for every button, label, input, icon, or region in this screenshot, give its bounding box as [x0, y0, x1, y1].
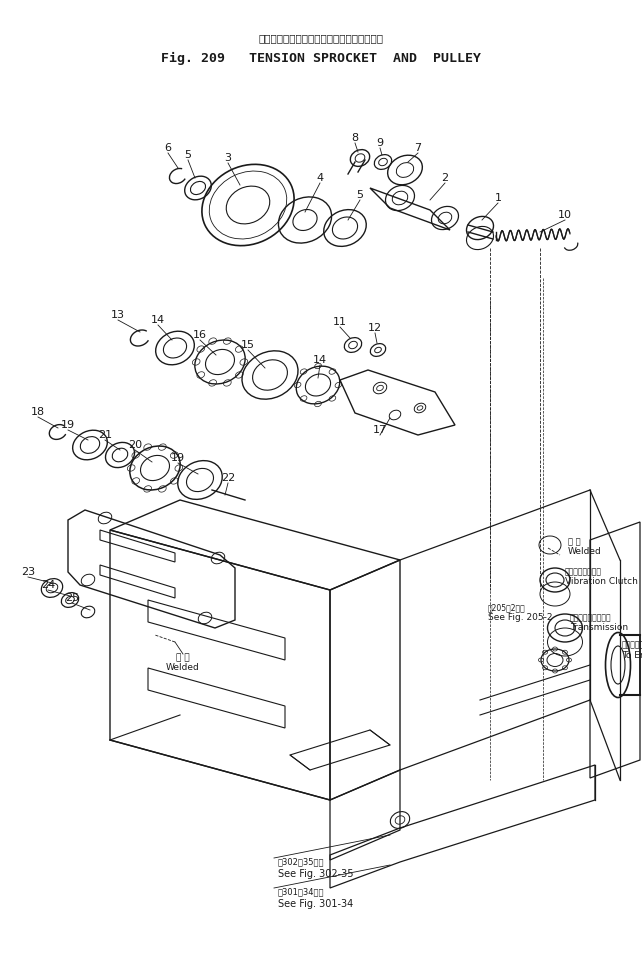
- Text: 11: 11: [333, 317, 347, 327]
- Text: 4: 4: [317, 173, 324, 183]
- Text: テンション　スプロケット　および　プーリ: テンション スプロケット および プーリ: [259, 33, 383, 43]
- Text: 12: 12: [368, 323, 382, 333]
- Text: 13: 13: [111, 310, 125, 320]
- Text: 5: 5: [356, 190, 363, 200]
- Text: 溶 接: 溶 接: [176, 654, 190, 663]
- Text: 19: 19: [61, 420, 75, 430]
- Text: 14: 14: [151, 315, 165, 325]
- Text: 8: 8: [351, 133, 359, 143]
- Text: 20: 20: [128, 440, 142, 450]
- Text: See Fig. 302-35: See Fig. 302-35: [278, 869, 354, 879]
- Text: 2: 2: [442, 173, 449, 183]
- Text: 7: 7: [415, 143, 422, 153]
- Text: See Fig. 205-2: See Fig. 205-2: [488, 614, 553, 622]
- Text: 3: 3: [225, 153, 232, 163]
- Text: 9: 9: [376, 138, 383, 148]
- Text: 第301図34参照: 第301図34参照: [278, 887, 324, 897]
- Text: 10: 10: [558, 210, 572, 220]
- Text: 24: 24: [41, 580, 55, 590]
- Text: 溶 接: 溶 接: [568, 537, 580, 547]
- Text: 1: 1: [494, 193, 501, 203]
- Text: Fig. 209   TENSION SPROCKET  AND  PULLEY: Fig. 209 TENSION SPROCKET AND PULLEY: [161, 52, 481, 65]
- Text: Vibration Clutch: Vibration Clutch: [565, 577, 638, 586]
- Text: 21: 21: [98, 430, 112, 440]
- Text: トランスミッション: トランスミッション: [570, 614, 612, 622]
- Text: 16: 16: [193, 330, 207, 340]
- Text: 19: 19: [171, 453, 185, 463]
- Text: 第302図35参照: 第302図35参照: [278, 858, 324, 866]
- Text: 18: 18: [31, 407, 45, 417]
- Text: エンジンへ: エンジンへ: [622, 641, 642, 649]
- Text: See Fig. 301-34: See Fig. 301-34: [278, 899, 353, 909]
- Text: 25: 25: [65, 593, 79, 603]
- Text: To Engine: To Engine: [622, 650, 642, 660]
- Text: 14: 14: [313, 355, 327, 365]
- Text: 15: 15: [241, 340, 255, 350]
- Text: 第205図2参照: 第205図2参照: [488, 603, 526, 613]
- Text: 5: 5: [184, 150, 191, 160]
- Text: 17: 17: [373, 425, 387, 435]
- Text: Welded: Welded: [568, 548, 602, 556]
- Text: 22: 22: [221, 473, 235, 483]
- Text: Transmission: Transmission: [570, 623, 628, 633]
- Text: 6: 6: [164, 143, 171, 153]
- Text: 電磁起動クラッチ: 電磁起動クラッチ: [565, 568, 602, 576]
- Text: Welded: Welded: [166, 663, 200, 672]
- Text: 23: 23: [21, 567, 35, 577]
